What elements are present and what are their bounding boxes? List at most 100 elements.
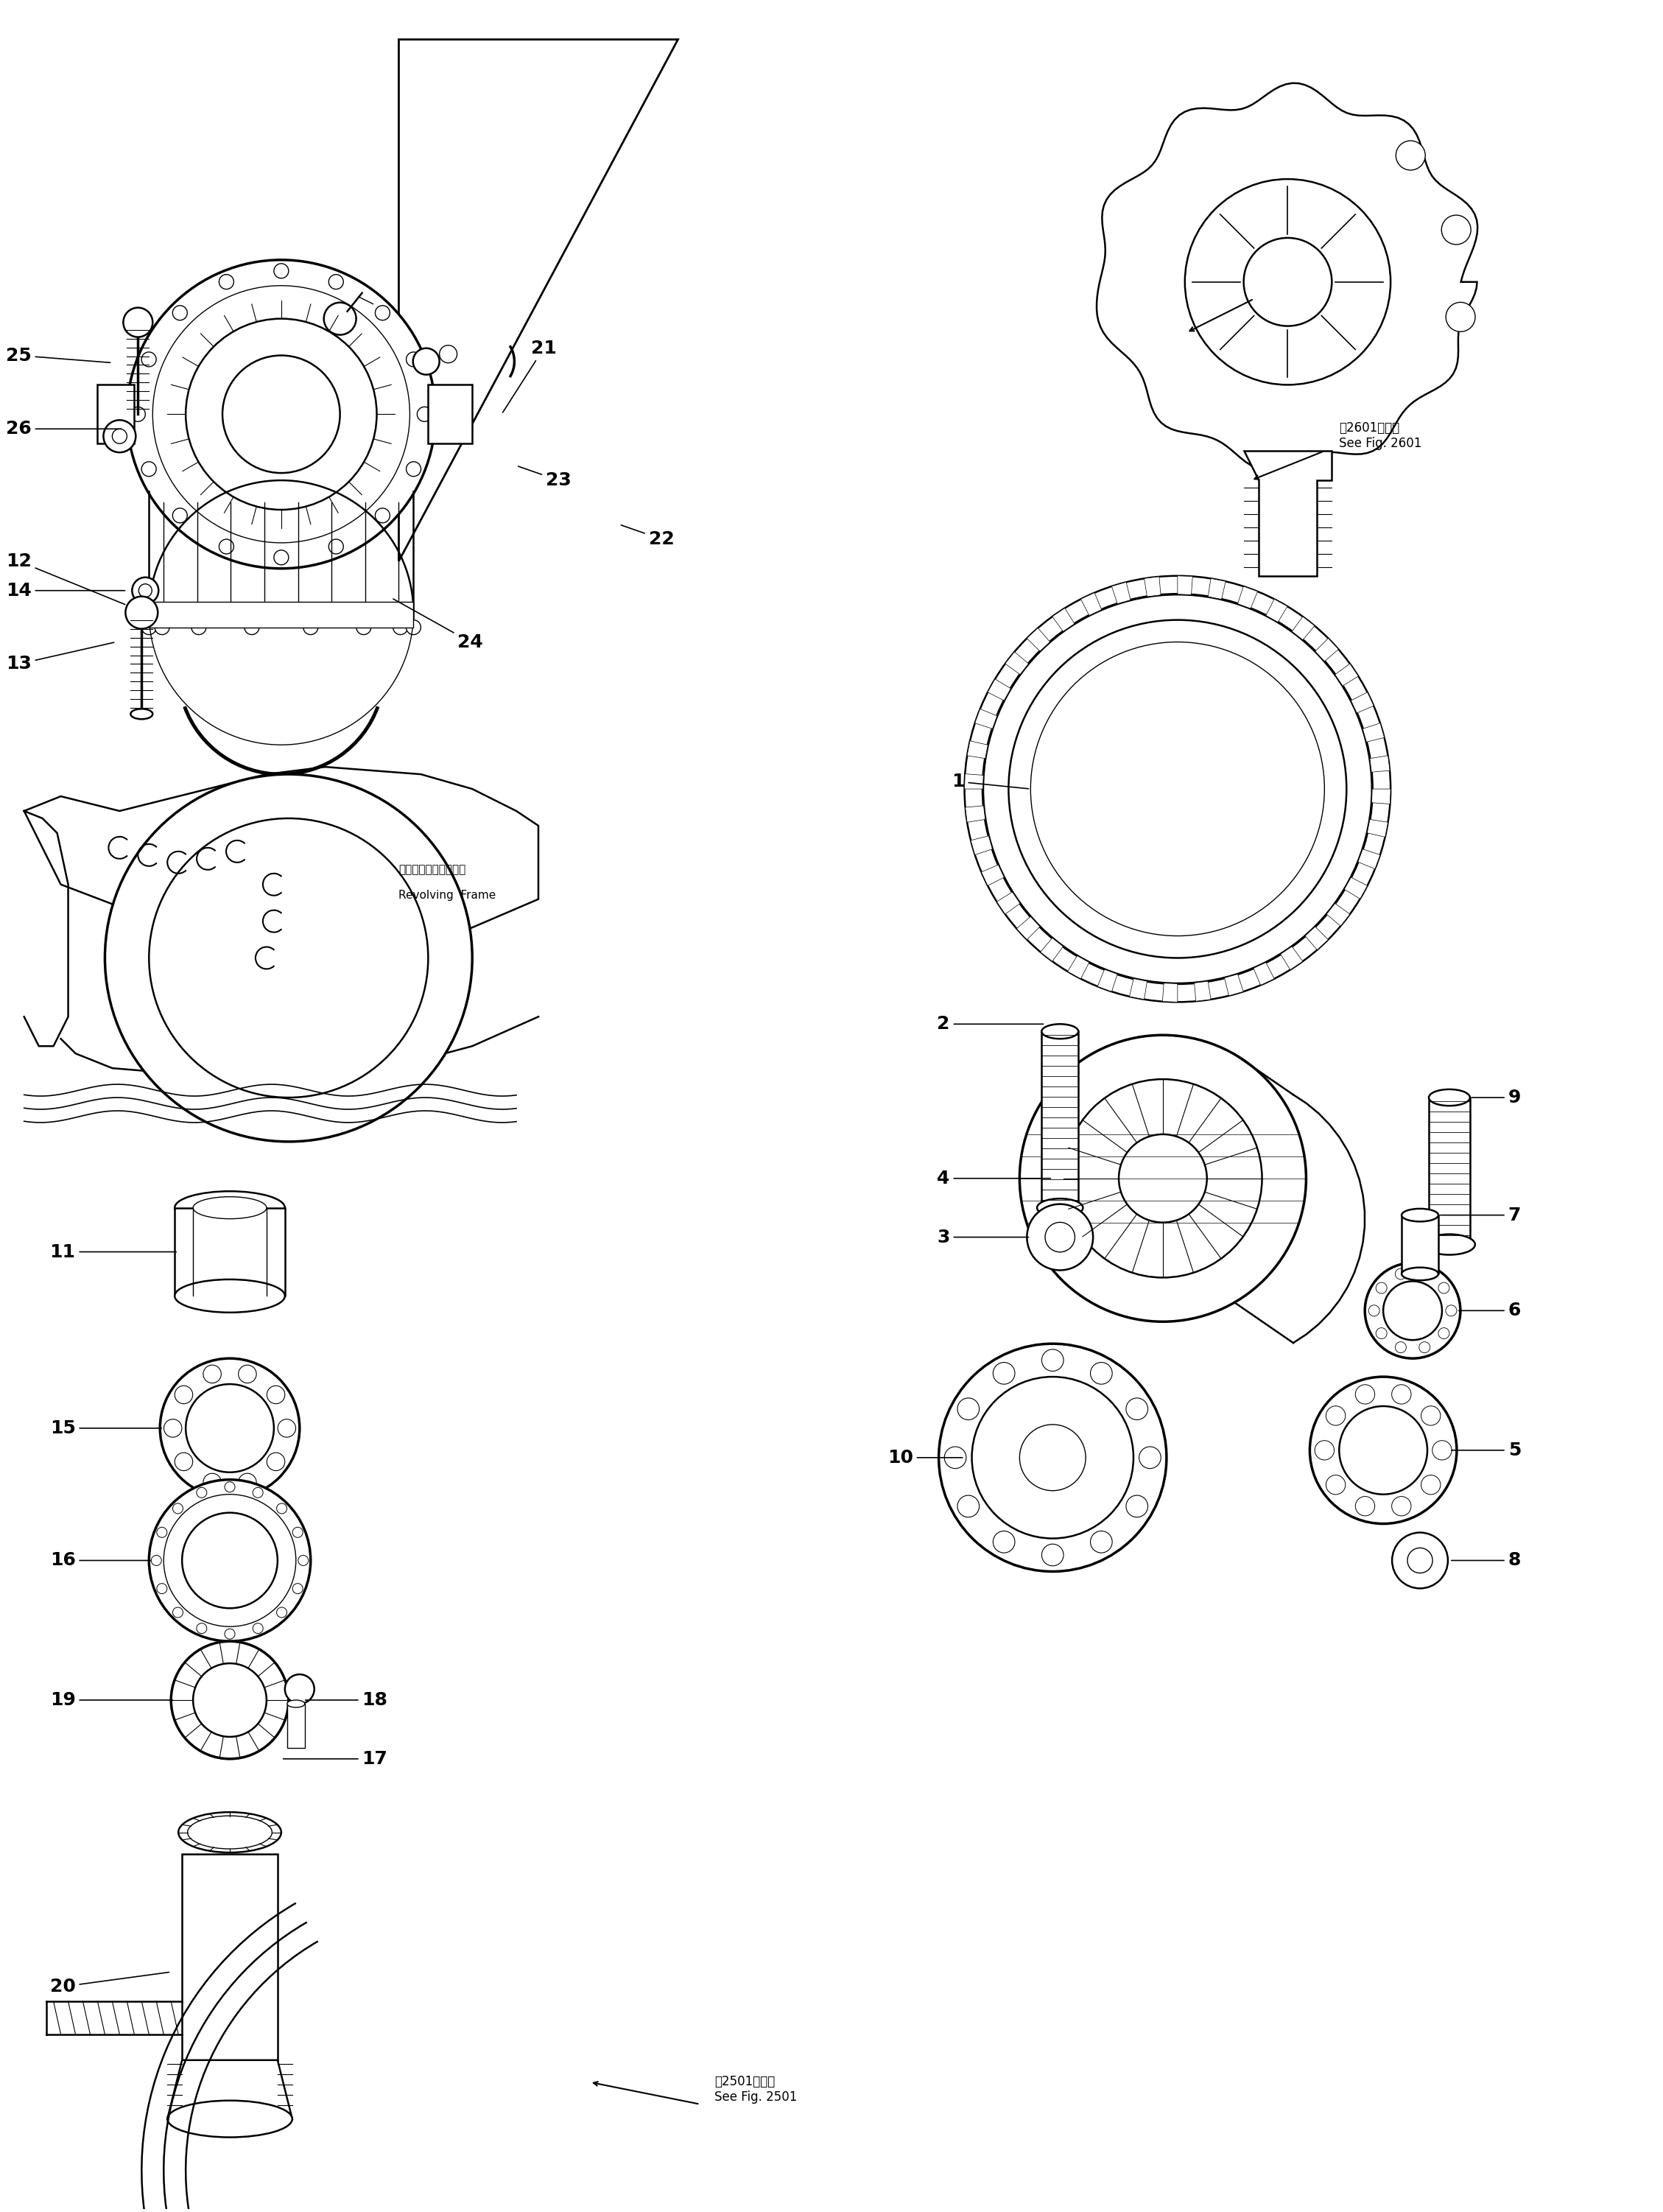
Circle shape xyxy=(971,1376,1134,1537)
Text: Revolving  Frame: Revolving Frame xyxy=(399,889,496,900)
Circle shape xyxy=(276,1608,288,1617)
Circle shape xyxy=(181,1513,278,1608)
Circle shape xyxy=(126,259,436,568)
Circle shape xyxy=(175,1385,193,1405)
Circle shape xyxy=(1395,142,1425,170)
Ellipse shape xyxy=(175,1279,284,1312)
Circle shape xyxy=(105,774,472,1141)
Circle shape xyxy=(111,429,126,445)
Circle shape xyxy=(123,307,153,336)
Text: 26: 26 xyxy=(7,420,121,438)
Circle shape xyxy=(1139,1447,1161,1469)
Text: 13: 13 xyxy=(5,641,115,672)
Circle shape xyxy=(938,1343,1166,1571)
Circle shape xyxy=(274,263,289,279)
Circle shape xyxy=(225,1482,234,1493)
Polygon shape xyxy=(1335,664,1359,686)
Circle shape xyxy=(196,1486,206,1498)
Polygon shape xyxy=(988,679,1011,701)
Polygon shape xyxy=(399,40,679,562)
Polygon shape xyxy=(1362,723,1384,741)
Circle shape xyxy=(1407,1548,1432,1573)
Polygon shape xyxy=(1344,878,1367,898)
Polygon shape xyxy=(288,1703,304,1747)
Text: 9: 9 xyxy=(1472,1088,1522,1106)
Text: 8: 8 xyxy=(1452,1551,1522,1568)
Circle shape xyxy=(220,274,234,290)
Text: 16: 16 xyxy=(50,1551,151,1568)
Circle shape xyxy=(1419,1267,1430,1279)
Circle shape xyxy=(1339,1407,1427,1495)
Circle shape xyxy=(151,1555,161,1566)
Ellipse shape xyxy=(168,2101,293,2137)
Circle shape xyxy=(225,1628,234,1639)
Text: 22: 22 xyxy=(620,524,674,549)
Circle shape xyxy=(1044,1223,1074,1252)
Circle shape xyxy=(439,345,457,363)
Circle shape xyxy=(156,1584,166,1593)
Polygon shape xyxy=(1068,956,1089,978)
Ellipse shape xyxy=(288,1701,304,1708)
Circle shape xyxy=(1432,1440,1452,1460)
Circle shape xyxy=(1375,1283,1387,1294)
Circle shape xyxy=(141,462,156,476)
Circle shape xyxy=(1091,1531,1113,1553)
Circle shape xyxy=(138,584,151,597)
Circle shape xyxy=(983,595,1372,984)
Ellipse shape xyxy=(131,708,153,719)
Circle shape xyxy=(278,1420,296,1438)
Circle shape xyxy=(1041,1349,1064,1371)
Circle shape xyxy=(945,1447,966,1469)
Ellipse shape xyxy=(175,1192,284,1223)
Circle shape xyxy=(1031,641,1324,936)
Polygon shape xyxy=(1254,962,1274,984)
Text: 1: 1 xyxy=(951,772,1028,790)
Circle shape xyxy=(356,619,371,635)
Circle shape xyxy=(1365,1263,1460,1358)
Polygon shape xyxy=(1370,757,1390,772)
Polygon shape xyxy=(175,1208,284,1296)
Circle shape xyxy=(203,1365,221,1382)
Circle shape xyxy=(150,818,427,1097)
Polygon shape xyxy=(981,865,1004,885)
Circle shape xyxy=(1419,1343,1430,1354)
Polygon shape xyxy=(1144,577,1161,597)
Polygon shape xyxy=(1315,639,1339,661)
Polygon shape xyxy=(1053,608,1074,630)
Circle shape xyxy=(993,1363,1014,1385)
Text: 17: 17 xyxy=(283,1750,387,1767)
Circle shape xyxy=(1310,1376,1457,1524)
Circle shape xyxy=(376,305,389,321)
Circle shape xyxy=(1384,1281,1442,1340)
Polygon shape xyxy=(1266,599,1287,622)
Polygon shape xyxy=(1327,902,1350,927)
Ellipse shape xyxy=(1424,1234,1475,1254)
Polygon shape xyxy=(1207,580,1226,599)
Circle shape xyxy=(276,1504,288,1513)
Circle shape xyxy=(303,619,318,635)
Text: 18: 18 xyxy=(306,1692,387,1710)
Text: 14: 14 xyxy=(5,582,125,599)
Circle shape xyxy=(173,1504,183,1513)
Circle shape xyxy=(958,1495,980,1517)
Ellipse shape xyxy=(1038,1199,1083,1217)
Circle shape xyxy=(1395,1343,1407,1354)
Text: 3: 3 xyxy=(936,1228,1028,1245)
Text: 21: 21 xyxy=(502,338,557,411)
Polygon shape xyxy=(1096,84,1478,469)
Circle shape xyxy=(1091,1363,1113,1385)
Circle shape xyxy=(329,540,343,553)
Circle shape xyxy=(324,303,356,334)
Circle shape xyxy=(238,1365,256,1382)
Polygon shape xyxy=(150,602,414,628)
Circle shape xyxy=(293,1526,303,1537)
Circle shape xyxy=(1019,1035,1305,1321)
Circle shape xyxy=(1355,1385,1375,1405)
Text: 10: 10 xyxy=(888,1449,963,1467)
Circle shape xyxy=(266,1453,284,1471)
Circle shape xyxy=(412,347,439,374)
Text: 6: 6 xyxy=(1458,1303,1522,1321)
Circle shape xyxy=(150,1480,311,1641)
Circle shape xyxy=(238,1473,256,1491)
Circle shape xyxy=(1445,1305,1457,1316)
